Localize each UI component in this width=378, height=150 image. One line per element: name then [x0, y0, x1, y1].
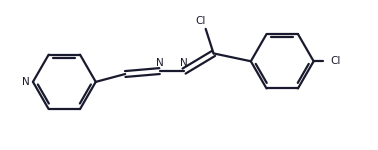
Text: Cl: Cl	[195, 16, 206, 26]
Text: Cl: Cl	[330, 56, 341, 66]
Text: N: N	[180, 58, 188, 68]
Text: N: N	[156, 58, 163, 68]
Text: N: N	[22, 77, 30, 87]
